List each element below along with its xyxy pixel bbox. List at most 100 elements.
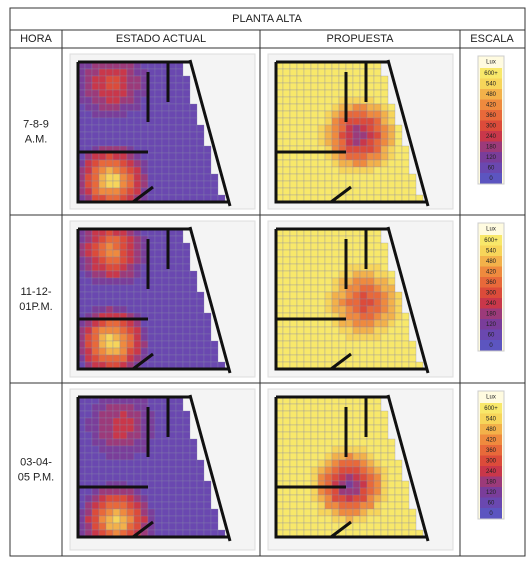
heatmap-cell (353, 446, 360, 453)
heatmap-cell (297, 495, 304, 502)
heatmap-cell (360, 160, 367, 167)
heatmap-cell (85, 502, 92, 509)
heatmap-cell (353, 104, 360, 111)
heatmap-cell (304, 355, 311, 362)
heatmap-cell (113, 327, 120, 334)
heatmap-cell (318, 125, 325, 132)
heatmap-cell (290, 327, 297, 334)
heatmap-cell (346, 299, 353, 306)
heatmap-cell (176, 516, 183, 523)
heatmap-cell (169, 432, 176, 439)
heatmap-cell (148, 334, 155, 341)
heatmap-cell (127, 355, 134, 362)
heatmap-cell (85, 69, 92, 76)
heatmap-cell (204, 481, 211, 488)
heatmap-cell (113, 257, 120, 264)
heatmap-cell (176, 509, 183, 516)
heatmap-cell (283, 264, 290, 271)
heatmap-cell (155, 313, 162, 320)
heatmap-cell (169, 453, 176, 460)
heatmap-cell (106, 432, 113, 439)
heatmap-cell (134, 418, 141, 425)
heatmap-cell (304, 188, 311, 195)
heatmap-cell (176, 467, 183, 474)
heatmap-cell (353, 320, 360, 327)
heatmap-cell (283, 257, 290, 264)
heatmap-cell (85, 174, 92, 181)
heatmap-cell (176, 474, 183, 481)
heatmap-cell (374, 523, 381, 530)
heatmap-cell (85, 250, 92, 257)
heatmap-cell (332, 111, 339, 118)
heatmap-cell (360, 516, 367, 523)
heatmap-cell (409, 181, 416, 188)
heatmap-cell (85, 523, 92, 530)
heatmap-cell (353, 285, 360, 292)
heatmap-cell (332, 292, 339, 299)
heatmap-cell (325, 418, 332, 425)
heatmap-cell (183, 153, 190, 160)
heatmap-cell (127, 348, 134, 355)
table-title: PLANTA ALTA (232, 13, 302, 25)
heatmap-cell (360, 467, 367, 474)
hour-label: 05 P.M. (18, 471, 55, 483)
heatmap-cell (106, 425, 113, 432)
heatmap-cell (311, 488, 318, 495)
heatmap-cell (402, 313, 409, 320)
heatmap-cell (134, 264, 141, 271)
heatmap-cell (134, 250, 141, 257)
heatmap-cell (367, 132, 374, 139)
heatmap-cell (290, 418, 297, 425)
heatmap-cell (332, 467, 339, 474)
heatmap-cell (134, 83, 141, 90)
heatmap-cell (311, 467, 318, 474)
heatmap-cell (290, 348, 297, 355)
heatmap-cell (318, 111, 325, 118)
heatmap-cell (374, 76, 381, 83)
heatmap-cell (169, 474, 176, 481)
heatmap-cell (197, 467, 204, 474)
heatmap-cell (395, 355, 402, 362)
heatmap-cell (367, 425, 374, 432)
heatmap-cell (141, 174, 148, 181)
heatmap-cell (311, 299, 318, 306)
heatmap-cell (155, 146, 162, 153)
heatmap-cell (367, 167, 374, 174)
heatmap-cell (92, 264, 99, 271)
heatmap-cell (176, 104, 183, 111)
heatmap-cell (332, 167, 339, 174)
heatmap-cell (346, 467, 353, 474)
heatmap-cell (190, 502, 197, 509)
heatmap-cell (113, 418, 120, 425)
heatmap-cell (162, 285, 169, 292)
heatmap-cell (148, 488, 155, 495)
heatmap-cell (197, 153, 204, 160)
heatmap-cell (120, 432, 127, 439)
heatmap-cell (169, 404, 176, 411)
heatmap-cell (290, 104, 297, 111)
heatmap-cell (148, 292, 155, 299)
heatmap-cell (318, 439, 325, 446)
heatmap-cell (113, 271, 120, 278)
heatmap-cell (346, 306, 353, 313)
heatmap-cell (304, 432, 311, 439)
heatmap-cell (318, 495, 325, 502)
heatmap-cell (92, 418, 99, 425)
heatmap-cell (197, 125, 204, 132)
heatmap-cell (381, 481, 388, 488)
heatmap-cell (162, 334, 169, 341)
heatmap-cell (325, 278, 332, 285)
heatmap-cell (99, 327, 106, 334)
heatmap-cell (318, 355, 325, 362)
heatmap-cell (85, 341, 92, 348)
heatmap-cell (367, 467, 374, 474)
heatmap-cell (92, 271, 99, 278)
heatmap-cell (162, 278, 169, 285)
heatmap-cell (409, 516, 416, 523)
heatmap-cell (388, 320, 395, 327)
heatmap-cell (113, 453, 120, 460)
heatmap-cell (311, 453, 318, 460)
heatmap-cell (353, 264, 360, 271)
heatmap-cell (106, 132, 113, 139)
heatmap-cell (190, 355, 197, 362)
